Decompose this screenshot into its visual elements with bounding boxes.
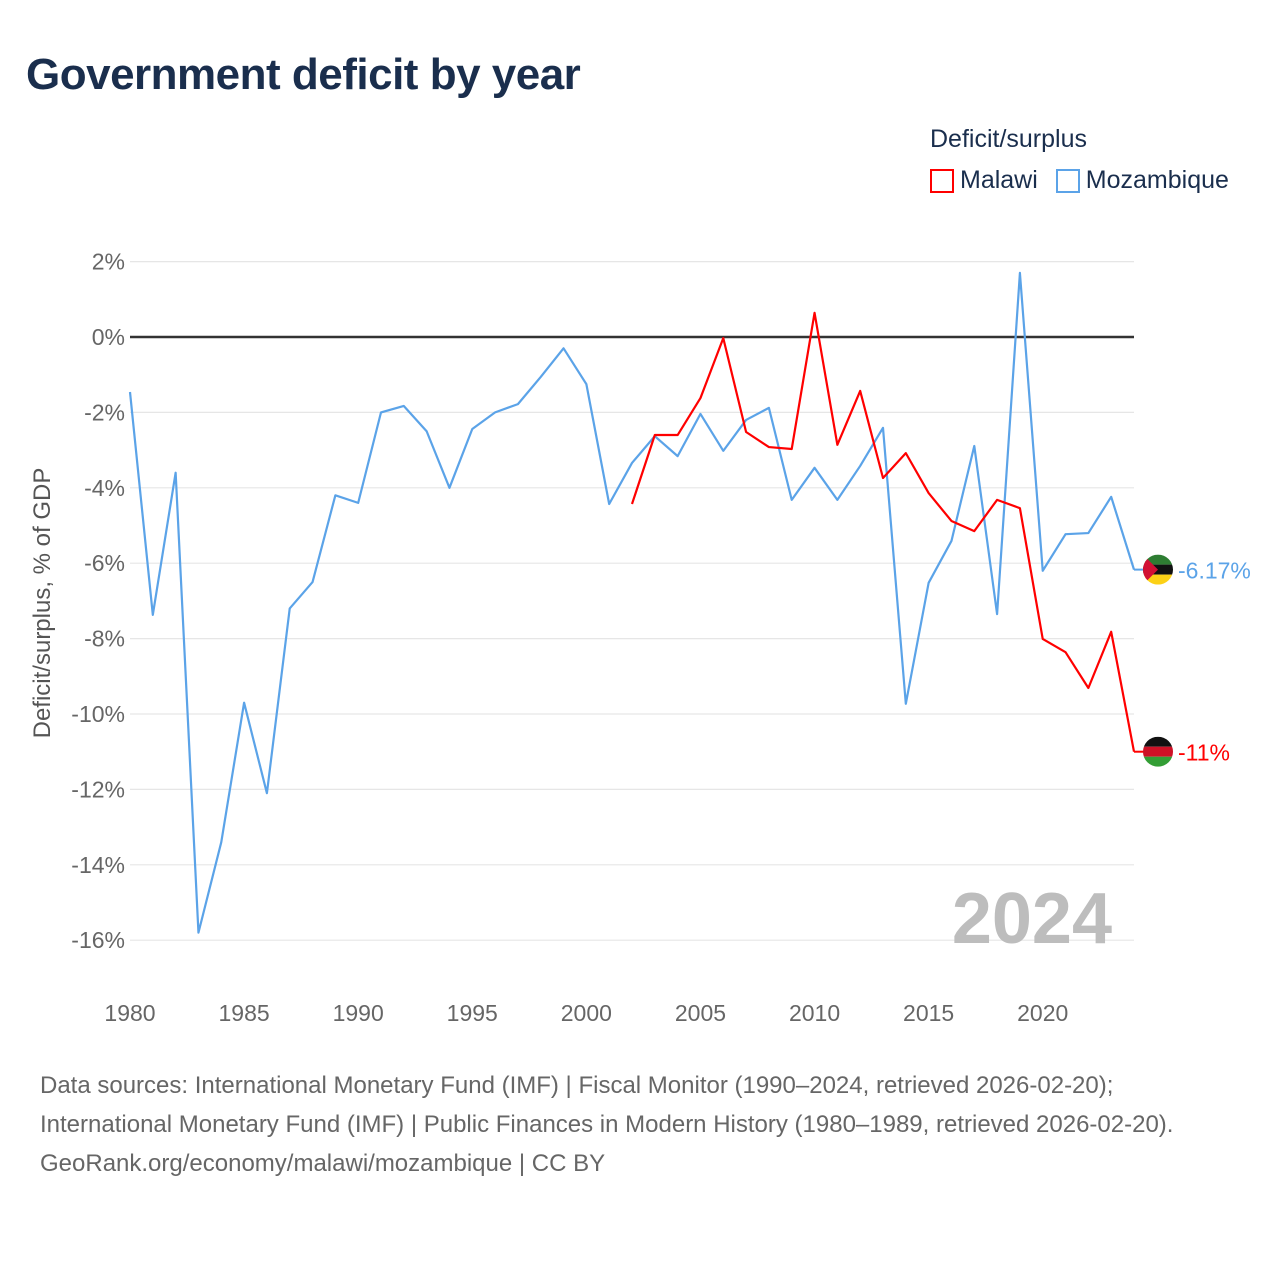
y-tick-label: -8% (84, 626, 125, 652)
flag-malawi-icon (1143, 736, 1173, 767)
x-tick-label: 2000 (561, 1000, 612, 1026)
y-tick-label: -12% (71, 776, 125, 802)
chart-title: Government deficit by year (26, 50, 581, 99)
year-watermark: 2024 (952, 879, 1112, 959)
legend-item-malawi[interactable]: Malawi (930, 166, 1038, 195)
x-tick-label: 1980 (104, 1000, 155, 1026)
y-tick-label: -14% (71, 852, 125, 878)
x-tick-label: 2010 (789, 1000, 840, 1026)
y-tick-label: -10% (71, 701, 125, 727)
x-tick-label: 1990 (333, 1000, 384, 1026)
y-tick-label: 0% (92, 324, 125, 350)
y-tick-label: -16% (71, 927, 125, 953)
series-line-malawi[interactable] (630, 311, 1136, 752)
x-tick-label: 2020 (1017, 1000, 1068, 1026)
plot-area: 2% 0% -2% -4% -6% -8% -10% -12% -14% -16% 1980 1985… (29, 249, 1251, 1026)
data-sources: Data sources: International Monetary Fun… (40, 1072, 1174, 1138)
x-tick-label: 1985 (219, 1000, 270, 1026)
x-tick-label: 2005 (675, 1000, 726, 1026)
y-axis-label: Deficit/surplus, % of GDP (29, 468, 56, 739)
credit-link[interactable]: GeoRank.org/economy/malawi/mozambique | … (40, 1150, 606, 1177)
y-tick-label: -4% (84, 475, 125, 501)
legend-label-mozambique: Mozambique (1085, 166, 1229, 194)
x-tick-label: 1995 (447, 1000, 498, 1026)
legend: Malawi Mozambique (930, 166, 1229, 195)
legend-label-malawi: Malawi (960, 166, 1038, 194)
flag-mozambique-icon (1143, 554, 1173, 585)
legend-swatch-mozambique (1055, 168, 1080, 193)
y-tick-label: -6% (84, 550, 125, 576)
footer: Data sources: International Monetary Fun… (40, 1066, 1240, 1183)
series-line-mozambique[interactable] (128, 271, 1136, 934)
legend-item-mozambique[interactable]: Mozambique (1055, 166, 1229, 195)
y-tick-label: -2% (84, 399, 125, 425)
y-tick-label: 2% (92, 249, 125, 275)
legend-title: Deficit/surplus (930, 125, 1087, 153)
x-tick-label: 2015 (903, 1000, 954, 1026)
legend-swatch-malawi (930, 168, 954, 193)
end-label-malawi: -11% (1178, 740, 1230, 766)
end-label-mozambique: -6.17% (1178, 558, 1251, 584)
